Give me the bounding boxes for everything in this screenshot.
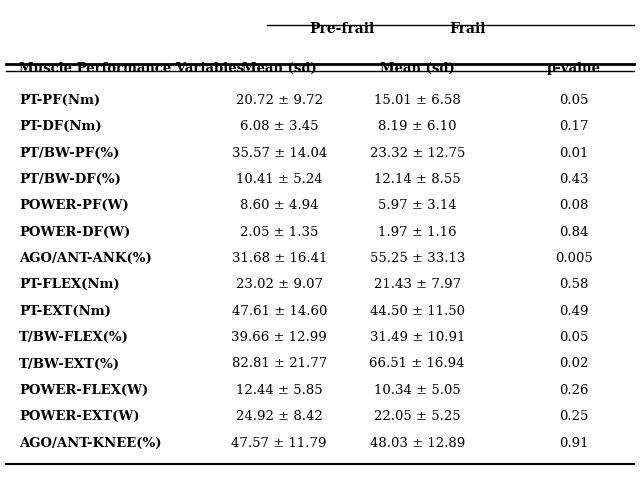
Text: 0.26: 0.26 <box>559 384 589 397</box>
Text: 20.72 ± 9.72: 20.72 ± 9.72 <box>236 94 323 107</box>
Text: 0.02: 0.02 <box>559 358 589 371</box>
Text: 0.05: 0.05 <box>559 331 589 344</box>
Text: 31.68 ± 16.41: 31.68 ± 16.41 <box>232 252 327 265</box>
Text: T/BW-EXT(%): T/BW-EXT(%) <box>19 358 120 371</box>
Text: 10.41 ± 5.24: 10.41 ± 5.24 <box>236 173 323 186</box>
Text: 8.19 ± 6.10: 8.19 ± 6.10 <box>378 120 456 133</box>
Text: 0.08: 0.08 <box>559 199 589 212</box>
Text: POWER-DF(W): POWER-DF(W) <box>19 226 130 238</box>
Text: 12.14 ± 8.55: 12.14 ± 8.55 <box>374 173 461 186</box>
Text: 31.49 ± 10.91: 31.49 ± 10.91 <box>369 331 465 344</box>
Text: POWER-FLEX(W): POWER-FLEX(W) <box>19 384 148 397</box>
Text: 5.97 ± 3.14: 5.97 ± 3.14 <box>378 199 456 212</box>
Text: Frail: Frail <box>449 22 486 36</box>
Text: 0.17: 0.17 <box>559 120 589 133</box>
Text: 44.50 ± 11.50: 44.50 ± 11.50 <box>370 305 465 318</box>
Text: 48.03 ± 12.89: 48.03 ± 12.89 <box>369 437 465 450</box>
Text: POWER-EXT(W): POWER-EXT(W) <box>19 410 140 423</box>
Text: PT-PF(Nm): PT-PF(Nm) <box>19 94 100 107</box>
Text: p-value: p-value <box>547 62 601 75</box>
Text: 24.92 ± 8.42: 24.92 ± 8.42 <box>236 410 323 423</box>
Text: PT/BW-DF(%): PT/BW-DF(%) <box>19 173 121 186</box>
Text: 22.05 ± 5.25: 22.05 ± 5.25 <box>374 410 461 423</box>
Text: 8.60 ± 4.94: 8.60 ± 4.94 <box>240 199 319 212</box>
Text: Mean (sd): Mean (sd) <box>242 62 317 75</box>
Text: 0.49: 0.49 <box>559 305 589 318</box>
Text: 21.43 ± 7.97: 21.43 ± 7.97 <box>374 278 461 291</box>
Text: PT-FLEX(Nm): PT-FLEX(Nm) <box>19 278 120 291</box>
Text: 10.34 ± 5.05: 10.34 ± 5.05 <box>374 384 461 397</box>
Text: 0.05: 0.05 <box>559 94 589 107</box>
Text: 82.81 ± 21.77: 82.81 ± 21.77 <box>232 358 327 371</box>
Text: 2.05 ± 1.35: 2.05 ± 1.35 <box>240 226 319 238</box>
Text: 0.25: 0.25 <box>559 410 589 423</box>
Text: 12.44 ± 5.85: 12.44 ± 5.85 <box>236 384 323 397</box>
Text: 23.02 ± 9.07: 23.02 ± 9.07 <box>236 278 323 291</box>
Text: POWER-PF(W): POWER-PF(W) <box>19 199 129 212</box>
Text: 0.91: 0.91 <box>559 437 589 450</box>
Text: AGO/ANT-ANK(%): AGO/ANT-ANK(%) <box>19 252 152 265</box>
Text: 1.97 ± 1.16: 1.97 ± 1.16 <box>378 226 456 238</box>
Text: Mean (sd): Mean (sd) <box>380 62 454 75</box>
Text: 6.08 ± 3.45: 6.08 ± 3.45 <box>240 120 319 133</box>
Text: 0.01: 0.01 <box>559 146 589 159</box>
Text: 0.005: 0.005 <box>555 252 593 265</box>
Text: Muscle Performance Variables: Muscle Performance Variables <box>19 62 244 75</box>
Text: 23.32 ± 12.75: 23.32 ± 12.75 <box>369 146 465 159</box>
Text: 66.51 ± 16.94: 66.51 ± 16.94 <box>369 358 465 371</box>
Text: 39.66 ± 12.99: 39.66 ± 12.99 <box>231 331 327 344</box>
Text: T/BW-FLEX(%): T/BW-FLEX(%) <box>19 331 129 344</box>
Text: 0.58: 0.58 <box>559 278 589 291</box>
Text: 47.57 ± 11.79: 47.57 ± 11.79 <box>232 437 327 450</box>
Text: 0.84: 0.84 <box>559 226 589 238</box>
Text: 0.43: 0.43 <box>559 173 589 186</box>
Text: 15.01 ± 6.58: 15.01 ± 6.58 <box>374 94 461 107</box>
Text: 47.61 ± 14.60: 47.61 ± 14.60 <box>232 305 327 318</box>
Text: AGO/ANT-KNEE(%): AGO/ANT-KNEE(%) <box>19 437 161 450</box>
Text: PT-EXT(Nm): PT-EXT(Nm) <box>19 305 111 318</box>
Text: PT-DF(Nm): PT-DF(Nm) <box>19 120 102 133</box>
Text: 55.25 ± 33.13: 55.25 ± 33.13 <box>369 252 465 265</box>
Text: Pre-frail: Pre-frail <box>309 22 374 36</box>
Text: PT/BW-PF(%): PT/BW-PF(%) <box>19 146 119 159</box>
Text: 35.57 ± 14.04: 35.57 ± 14.04 <box>232 146 327 159</box>
